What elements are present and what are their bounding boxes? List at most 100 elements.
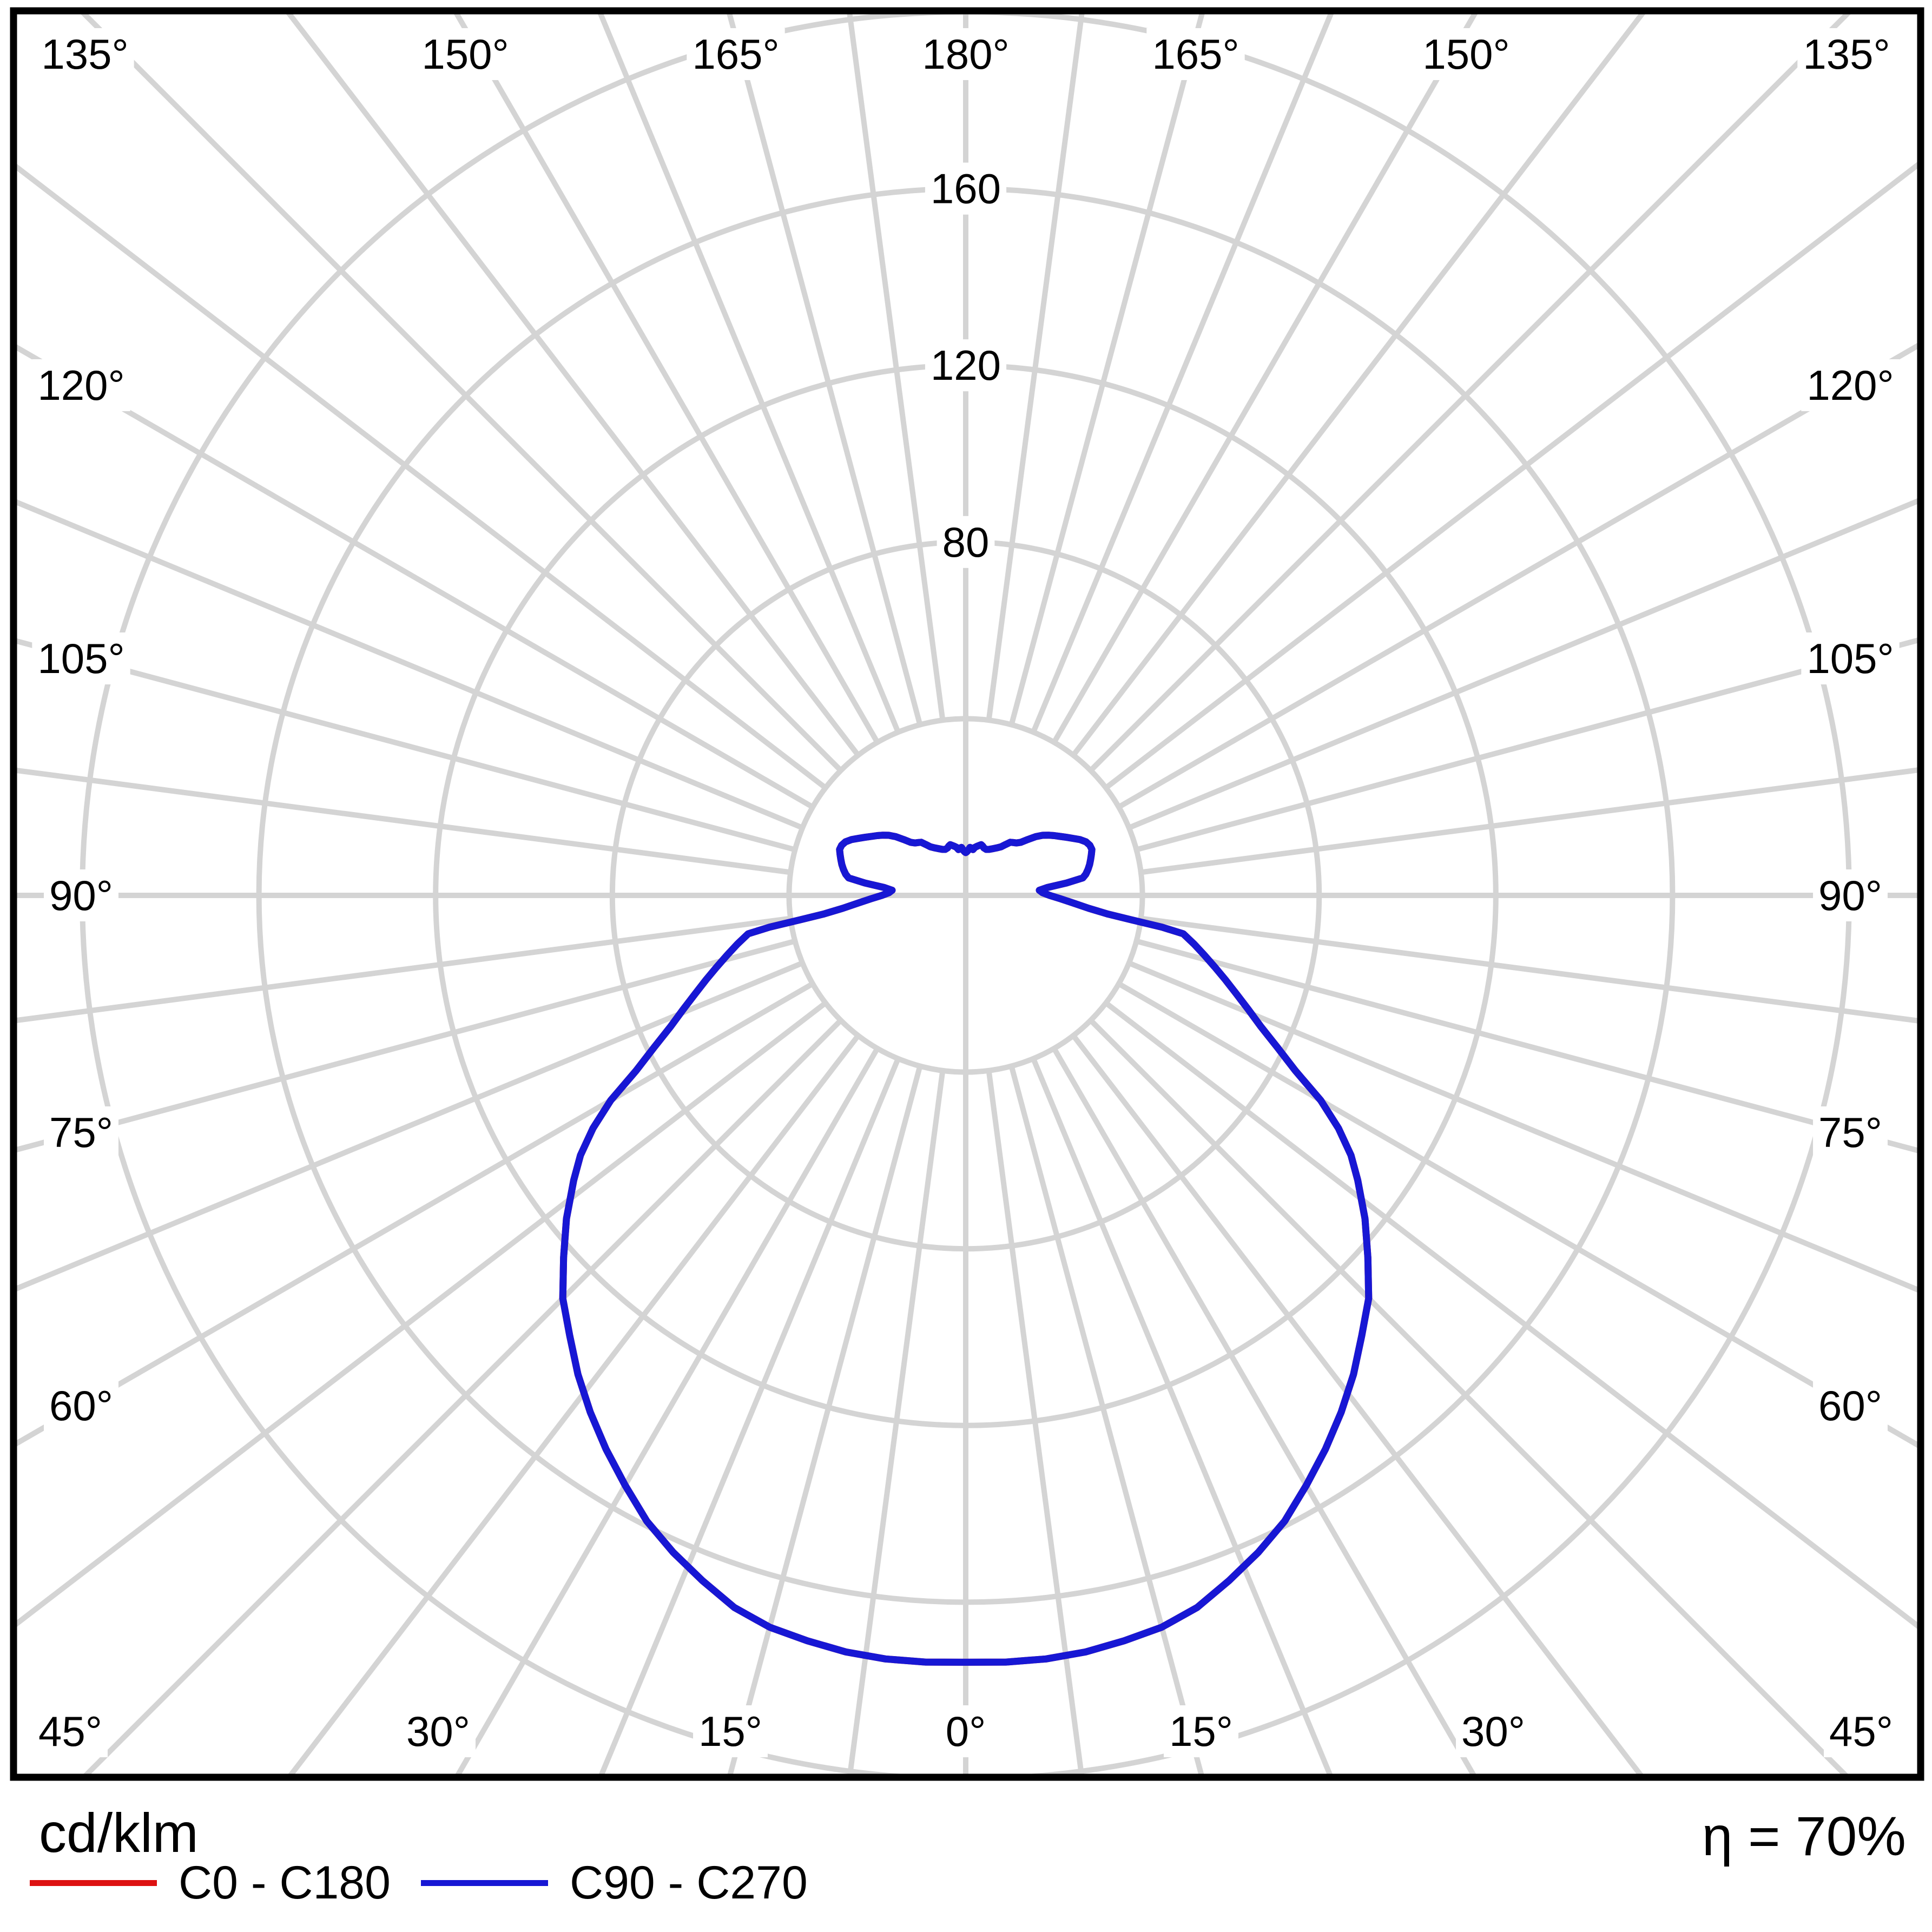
radial-unit-label: cd/klm [39,1802,199,1864]
legend-item-c90-c270: C90 - C270 [421,1850,808,1915]
grid-radial-97.5 [1140,767,1917,875]
angle-label-right-0: 120° [1806,361,1894,409]
ring-label-120: 120 [931,341,1001,389]
grid-radial-195 [727,14,923,726]
legend-label: C90 - C270 [570,1856,808,1909]
angle-label-left-4: 60° [49,1382,113,1429]
grid-radial-60 [1117,981,1917,1448]
angle-label-top-5: 150° [1422,30,1509,78]
ring-label-160-bg [925,162,1007,215]
grid-radial-337.5 [598,1057,901,1774]
angle-label-bottom-1: 30° [406,1707,470,1755]
angle-label-top-6-bg [1797,28,1896,80]
legend: C0 - C180 C90 - C270 [0,1850,1932,1915]
legend-item-c0-c180: C0 - C180 [30,1850,391,1915]
curves [559,832,1373,1666]
angle-label-top-0: 135° [41,30,128,78]
angle-label-left-1: 105° [37,635,124,682]
angle-label-bottom-6-bg [1824,1705,1898,1757]
grid-radial-37.5 [1071,1034,1644,1774]
grid-radial-202.5 [597,14,901,734]
grid-radial-277.5 [17,915,791,1023]
angle-label-right-3: 75° [1818,1109,1882,1156]
angle-label-bottom-0-bg [33,1705,108,1757]
grid-radial-120 [1117,342,1917,810]
angle-label-right-4: 60° [1818,1382,1882,1429]
angle-label-left-1-bg [32,632,130,684]
angle-label-right-2-bg [1813,869,1888,921]
grid-radial-210 [453,14,880,744]
grid-radial-165 [1008,14,1205,726]
angle-label-left-0: 120° [37,361,124,409]
angle-label-top-5-bg [1417,28,1515,80]
angle-label-bottom-3: 0° [946,1707,986,1755]
angle-label-top-3-bg [916,28,1015,80]
grid-radial-232.5 [17,163,827,790]
angle-label-top-0-bg [36,28,134,80]
angle-label-bottom-6: 45° [1829,1707,1893,1755]
angle-label-bottom-5-bg [1456,1705,1531,1757]
legend-label: C0 - C180 [179,1856,391,1909]
efficiency-value: η = 70% [1702,1805,1906,1867]
angle-label-top-4-bg [1146,28,1245,80]
angle-label-left-4-bg [44,1380,118,1432]
grid-radial-352.5 [847,1070,946,1774]
grid-radial-345 [727,1065,923,1774]
angle-label-top-3: 180° [922,30,1009,78]
angle-label-bottom-4-bg [1164,1705,1238,1757]
angle-label-bottom-1-bg [401,1705,476,1757]
angle-label-bottom-2: 15° [698,1707,762,1755]
angle-label-top-1-bg [416,28,515,80]
grid-radial-22.5 [1031,1057,1333,1774]
grid-radial-262.5 [17,768,791,875]
angle-label-bottom-2-bg [693,1705,768,1757]
grid-radial-150 [1051,14,1478,744]
grid-radial-255 [17,638,796,853]
angle-label-bottom-5: 30° [1461,1707,1525,1755]
plot-border [10,7,1924,1781]
angle-label-bottom-3-bg [940,1705,992,1757]
grid-radial-15 [1008,1065,1204,1774]
grid-radial-307.5 [17,1000,827,1627]
angle-label-top-6: 135° [1803,30,1890,78]
grid-radial-300 [17,981,814,1447]
curve-c90-c270 [559,832,1373,1666]
grid-radial-330 [455,1047,880,1774]
ring-label-120-bg [925,339,1007,392]
angle-label-top-2: 165° [692,30,779,78]
grid-radial-187.5 [847,14,946,721]
grid-radial-7.5 [986,1070,1084,1774]
ring-label-80: 80 [942,518,990,566]
angle-label-bottom-4: 15° [1169,1707,1233,1755]
angle-label-top-2-bg [687,28,785,80]
grid-radial-247.5 [17,499,804,830]
grid-radial-285 [17,938,796,1153]
grid-radial-45 [1089,1018,1849,1774]
grid-radial-52.5 [1104,1000,1917,1630]
grid-radial-322.5 [288,1034,861,1774]
ring-label-160: 160 [931,165,1001,213]
grid-radial-82.5 [1140,915,1917,1024]
angle-label-right-4-bg [1813,1380,1888,1432]
legend-swatch-red-line [30,1880,157,1886]
grid-radial-30 [1051,1047,1476,1774]
grid-radial-315 [83,1018,843,1774]
grid-radial-75 [1136,938,1917,1153]
grid-radial-67.5 [1127,960,1917,1293]
angle-label-left-3-bg [44,1106,118,1158]
legend-swatch-blue-line [421,1880,548,1886]
grid-radial-240 [17,344,814,810]
grid-radial-112.5 [1127,498,1917,830]
angle-label-top-1: 150° [421,30,509,78]
angle-label-left-2: 90° [49,872,113,919]
angle-label-right-2: 90° [1818,872,1882,919]
angle-label-right-3-bg [1813,1106,1888,1158]
grid-radial-172.5 [986,14,1085,721]
ring-label-80-bg [937,516,995,568]
angle-label-left-0-bg [32,359,130,411]
labels: 80 120 160 135° 150° 165° 180° 165° 150° 135° 45° 3… [32,28,1900,1757]
grid-radial-127.5 [1104,161,1917,790]
grid-radial-157.5 [1031,14,1334,734]
